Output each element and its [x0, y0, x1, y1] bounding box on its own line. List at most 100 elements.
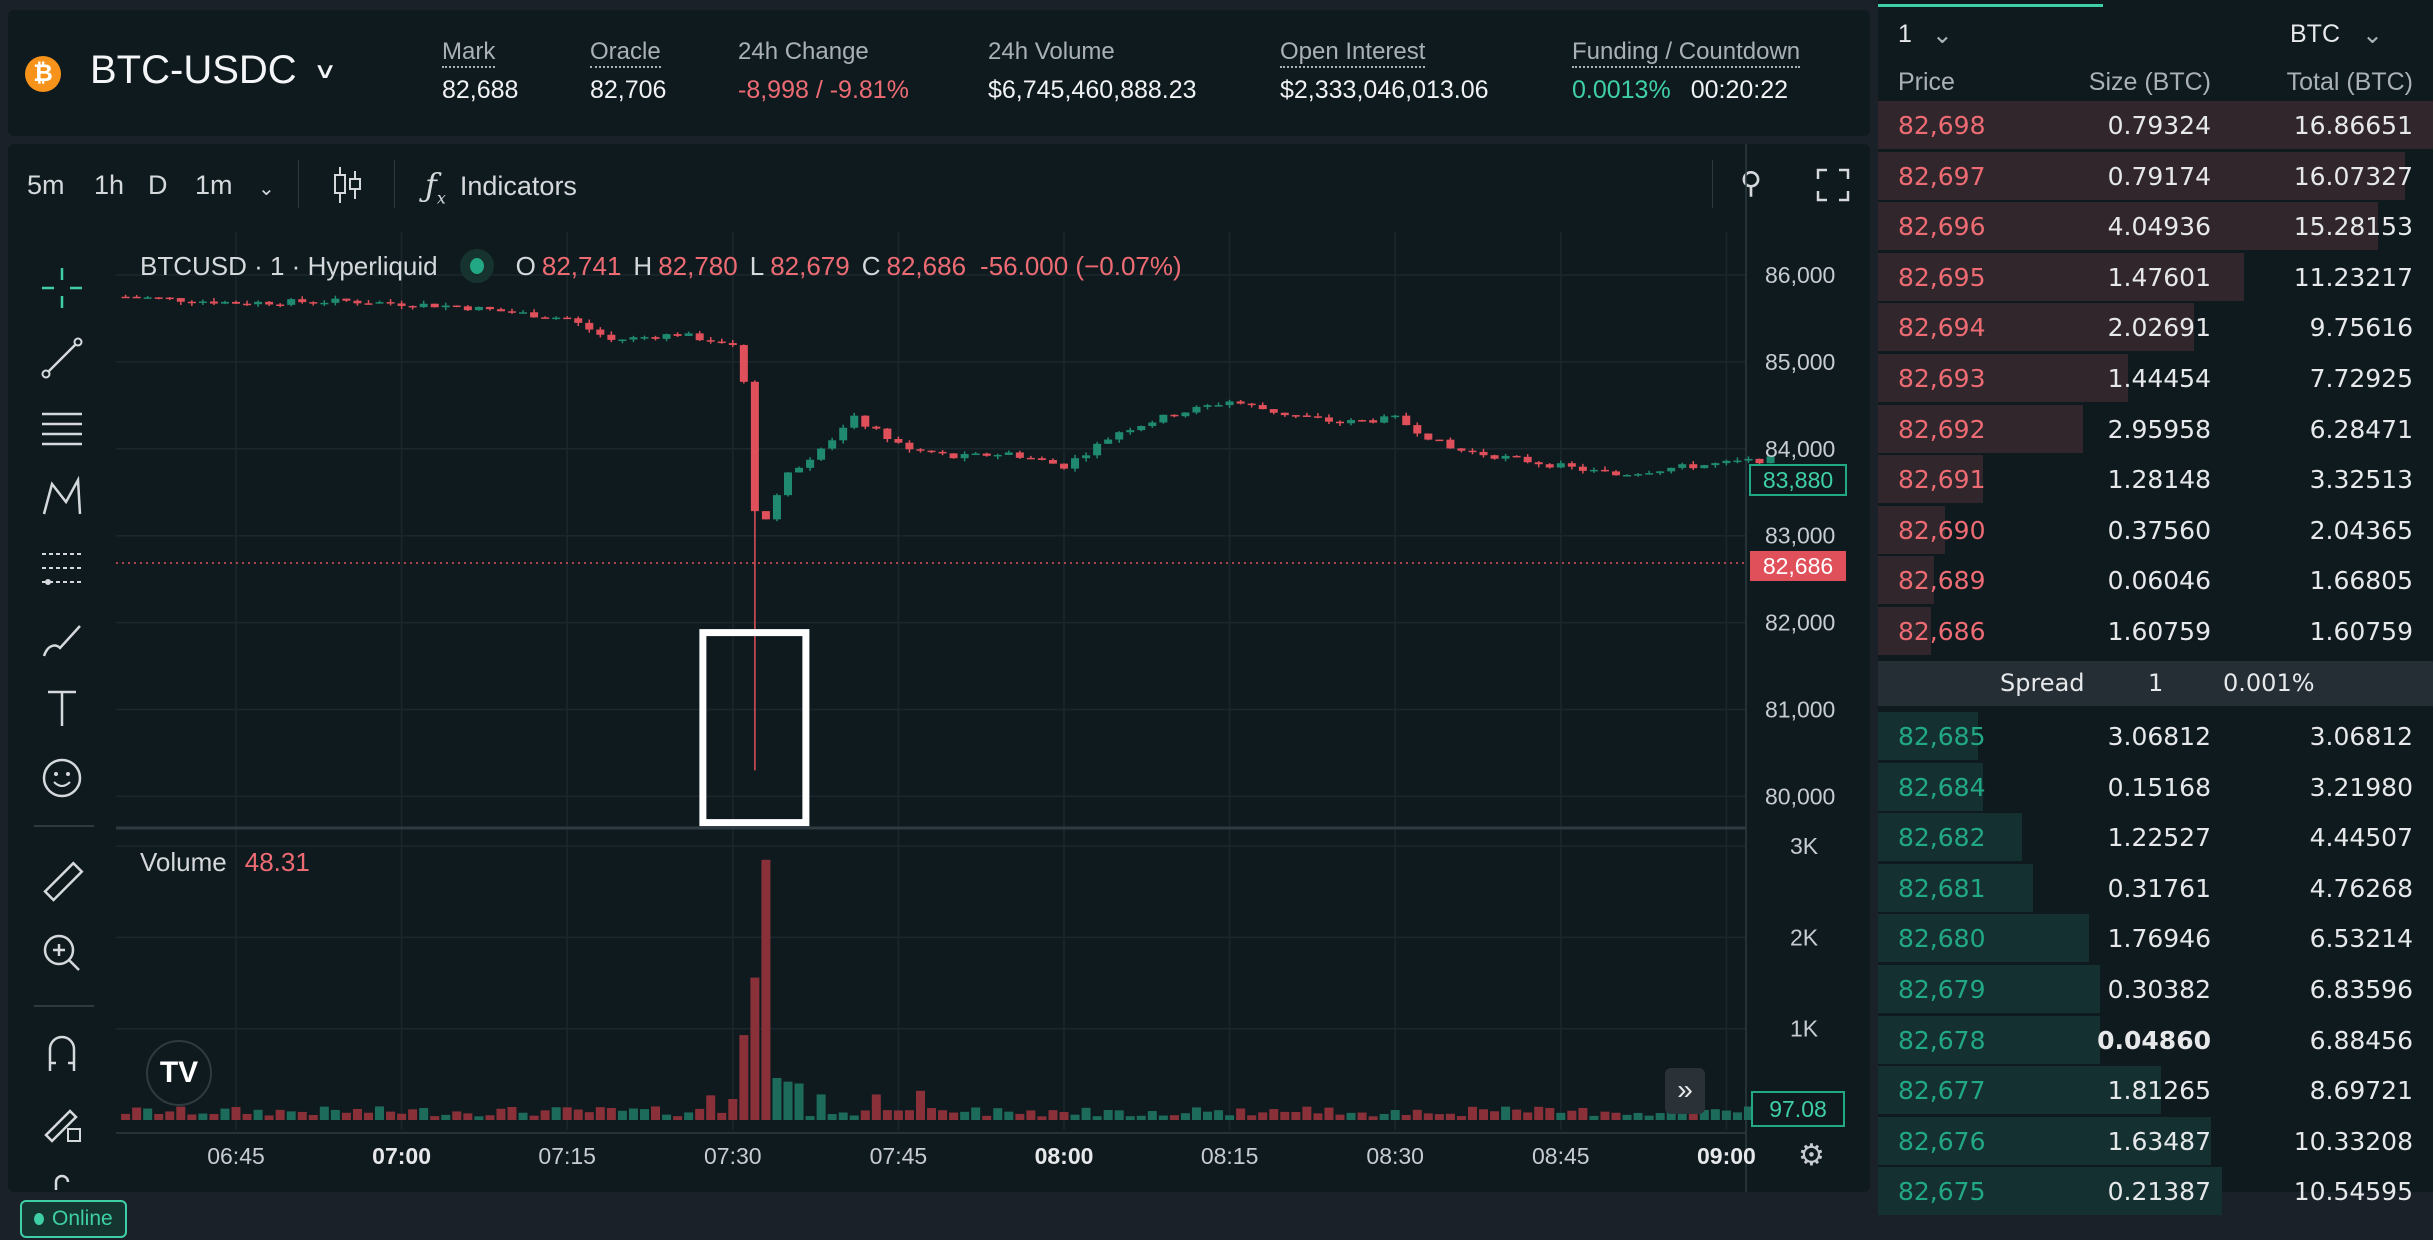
price-cell: 82,679 [1898, 975, 1986, 1004]
volume-bar [1423, 1113, 1433, 1120]
orderbook-ask-row[interactable]: 82,686 1.60759 1.60759 [1878, 607, 2433, 655]
size-cell: 1.44454 [2107, 364, 2211, 393]
candle-body [353, 300, 362, 304]
candle-body [684, 333, 693, 336]
orderbook-bid-row[interactable]: 82,679 0.30382 6.83596 [1878, 965, 2433, 1013]
precision-select[interactable]: 1 ⌄ [1898, 20, 1953, 50]
volume-bar [529, 1115, 539, 1120]
price-tick-label: 83,000 [1765, 523, 1835, 549]
stat-mark[interactable]: Mark 82,688 [442, 38, 518, 105]
volume-bar [1567, 1110, 1577, 1120]
orderbook-bid-row[interactable]: 82,676 1.63487 10.33208 [1878, 1116, 2433, 1165]
orderbook-bid-row[interactable]: 82,681 0.31761 4.76268 [1878, 863, 2433, 912]
fib-icon[interactable] [34, 400, 90, 456]
total-cell: 2.04365 [2309, 515, 2413, 545]
orderbook-ask-row[interactable]: 82,696 4.04936 15.28153 [1878, 202, 2433, 251]
crosshair-icon[interactable] [34, 260, 90, 316]
text-icon[interactable] [34, 680, 90, 736]
stat-open-interest[interactable]: Open Interest $2,333,046,013.06 [1280, 38, 1489, 105]
orderbook-ask-row[interactable]: 82,698 0.79324 16.86651 [1878, 101, 2433, 149]
candle-body [629, 337, 638, 340]
volume-bar [1335, 1114, 1345, 1120]
depth-bar [1878, 762, 1984, 811]
market-selector[interactable]: BTC-USDC ∨ [90, 48, 337, 93]
scroll-to-realtime-button[interactable]: » [1665, 1068, 1705, 1114]
orderbook-ask-row[interactable]: 82,690 0.37560 2.04365 [1878, 505, 2433, 554]
emoji-icon[interactable] [34, 750, 90, 806]
lock-icon[interactable] [34, 1160, 90, 1216]
orderbook-ask-row[interactable]: 82,697 0.79174 16.07327 [1878, 151, 2433, 200]
fullscreen-icon[interactable] [1816, 168, 1850, 202]
spread-value: 1 [2148, 669, 2164, 697]
interval-D[interactable]: D [148, 170, 168, 200]
orderbook-bid-row[interactable]: 82,680 1.76946 6.53214 [1878, 914, 2433, 963]
candle-body [165, 297, 174, 300]
orderbook-ask-row[interactable]: 82,692 2.95958 6.28471 [1878, 404, 2433, 453]
indicators-button[interactable]: ƒx Indicators [425, 166, 577, 207]
orderbook-tab-indicator[interactable] [1878, 4, 2103, 7]
brush-icon[interactable] [34, 610, 90, 666]
orderbook-ask-row[interactable]: 82,694 2.02691 9.75616 [1878, 303, 2433, 352]
candle-body [706, 340, 715, 342]
orderbook-bid-row[interactable]: 82,675 0.21387 10.54595 [1878, 1167, 2433, 1216]
candle-body [806, 459, 815, 468]
depth-bar [1878, 712, 1978, 760]
chevron-down-icon: ⌄ [1931, 21, 1953, 49]
ruler-icon[interactable] [34, 855, 90, 911]
price-tick-label: 84,000 [1765, 436, 1835, 462]
volume-bar [1136, 1115, 1146, 1120]
volume-bar [904, 1110, 914, 1120]
candle-body [761, 511, 770, 520]
pattern-icon[interactable] [34, 470, 90, 526]
trend-line-icon[interactable] [34, 330, 90, 386]
orderbook-bid-row[interactable]: 82,684 0.15168 3.21980 [1878, 762, 2433, 811]
candle-body [1358, 420, 1367, 422]
orderbook-ask-row[interactable]: 82,689 0.06046 1.66805 [1878, 556, 2433, 605]
unit-select[interactable]: BTC ⌄ [2290, 20, 2383, 50]
volume-bar [1677, 1109, 1687, 1120]
size-cell: 0.15168 [2107, 772, 2211, 802]
volume-bar [1180, 1113, 1190, 1120]
candle-body [1600, 469, 1609, 472]
price-cell: 82,678 [1898, 1025, 1986, 1055]
orderbook-bid-row[interactable]: 82,682 1.22527 4.44507 [1878, 813, 2433, 862]
interval-5m[interactable]: 5m [27, 170, 65, 200]
orderbook-ask-row[interactable]: 82,691 1.28148 3.32513 [1878, 455, 2433, 504]
candle-body [1214, 405, 1223, 407]
candle-body [1567, 463, 1576, 467]
stat-funding-countdown[interactable]: Funding / Countdown 0.0013% 00:20:22 [1572, 38, 1801, 105]
time-tick-label: 06:45 [207, 1143, 265, 1169]
candle-body [1545, 464, 1554, 468]
orderbook-ask-row[interactable]: 82,695 1.47601 11.23217 [1878, 252, 2433, 301]
interval-active[interactable]: 1m [195, 170, 233, 200]
size-cell: 2.02691 [2107, 313, 2211, 343]
orderbook-bid-row[interactable]: 82,685 3.06812 3.06812 [1878, 712, 2433, 760]
magnet-icon[interactable] [34, 1025, 90, 1081]
volume-bar [1004, 1111, 1014, 1120]
price-chart[interactable]: 86,000 85,000 84,000 83,000 82,000 81,000 80,0… [0, 0, 1870, 1195]
volume-bar [971, 1107, 981, 1120]
chart-settings-icon[interactable]: ⚙ [1798, 1139, 1825, 1172]
candle-body [1048, 459, 1057, 464]
candle-body [1203, 405, 1212, 407]
candle-type-icon[interactable] [330, 165, 364, 205]
volume-bar [1490, 1111, 1500, 1120]
stat-oracle[interactable]: Oracle 82,706 [590, 38, 666, 105]
volume-bar [595, 1107, 605, 1120]
volume-bar [143, 1108, 153, 1120]
lock-drawing-icon[interactable] [34, 1095, 90, 1151]
orderbook-bid-row[interactable]: 82,678 0.04860 6.88456 [1878, 1015, 2433, 1064]
prediction-icon[interactable] [34, 540, 90, 596]
tradingview-logo[interactable]: TV [146, 1040, 212, 1106]
price-tick-label: 80,000 [1765, 783, 1835, 809]
interval-1h[interactable]: 1h [94, 170, 125, 200]
volume-bar [1269, 1109, 1279, 1120]
price-tick-label: 85,000 [1765, 349, 1835, 375]
volume-bar [938, 1110, 948, 1120]
volume-bar [540, 1110, 550, 1120]
chevron-down-icon[interactable]: ⌄ [258, 178, 275, 200]
zoom-in-icon[interactable] [34, 925, 90, 981]
orderbook-ask-row[interactable]: 82,693 1.44454 7.72925 [1878, 354, 2433, 402]
orderbook-bid-row[interactable]: 82,677 1.81265 8.69721 [1878, 1066, 2433, 1115]
status-badge[interactable]: Online [20, 1200, 127, 1238]
